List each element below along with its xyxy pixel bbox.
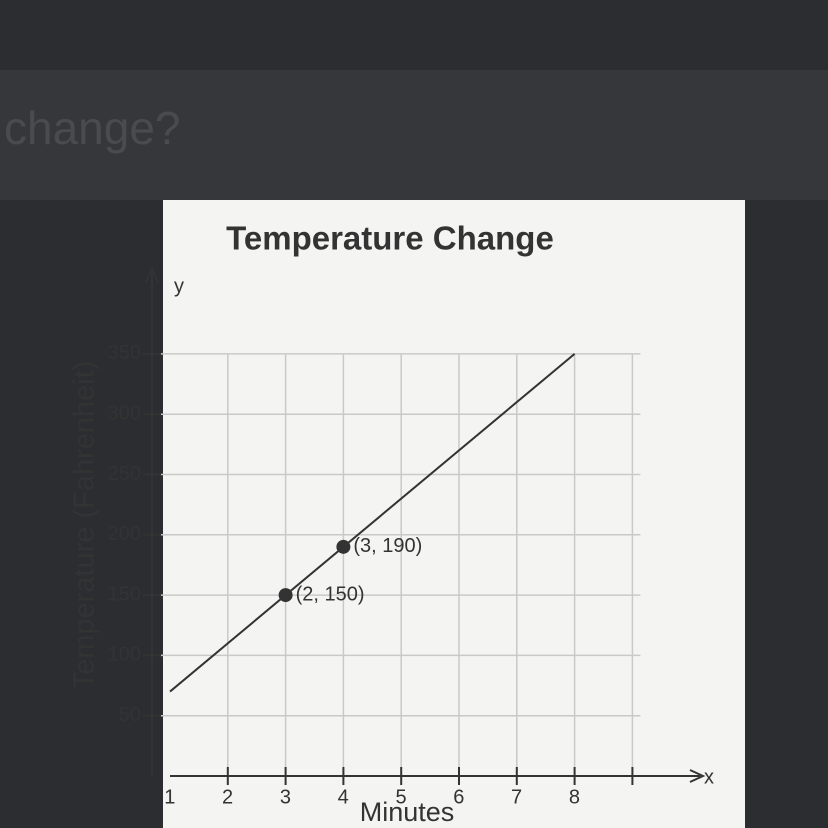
point bbox=[336, 539, 351, 554]
y-tick-label: 150 bbox=[108, 583, 141, 605]
x-tick-label: 1 bbox=[164, 786, 175, 808]
x-axis-label: Minutes bbox=[360, 797, 455, 827]
y-tick-label: 100 bbox=[108, 644, 141, 666]
point-label: (2, 150) bbox=[296, 583, 365, 605]
x-tick-label: 6 bbox=[453, 786, 464, 808]
x-tick-label: 5 bbox=[395, 786, 406, 808]
line bbox=[169, 353, 576, 693]
y-axis-arrow bbox=[145, 266, 159, 283]
point-label: (3, 190) bbox=[353, 535, 422, 557]
chart-card bbox=[163, 200, 745, 828]
y-tick-label: 350 bbox=[108, 342, 141, 364]
x-tick-label: 3 bbox=[280, 786, 291, 808]
x-tick-label: 4 bbox=[338, 786, 349, 808]
plot: 1 2 3 4 5 6 7 8 50 100 150 200 250 300 350 (2, 150) (3, … bbox=[108, 342, 641, 808]
point bbox=[278, 588, 293, 603]
y-axis-label: Temperature (Fahrenheit) bbox=[69, 361, 101, 690]
x-tick-label: 7 bbox=[511, 786, 522, 808]
y-tick-label: 250 bbox=[108, 463, 141, 485]
x-axis-arrow bbox=[689, 769, 706, 783]
x-axis-name: x bbox=[704, 766, 714, 788]
y-axis-name: y bbox=[174, 275, 184, 297]
question-text: change? bbox=[4, 102, 181, 154]
y-tick-label: 200 bbox=[108, 523, 141, 545]
x-tick-label: 2 bbox=[222, 786, 233, 808]
question-panel bbox=[0, 70, 828, 200]
chart-title: Temperature Change bbox=[226, 220, 554, 257]
x-tick-label: 8 bbox=[569, 786, 580, 808]
y-tick-label: 300 bbox=[108, 402, 141, 424]
y-tick-label: 50 bbox=[119, 704, 141, 726]
